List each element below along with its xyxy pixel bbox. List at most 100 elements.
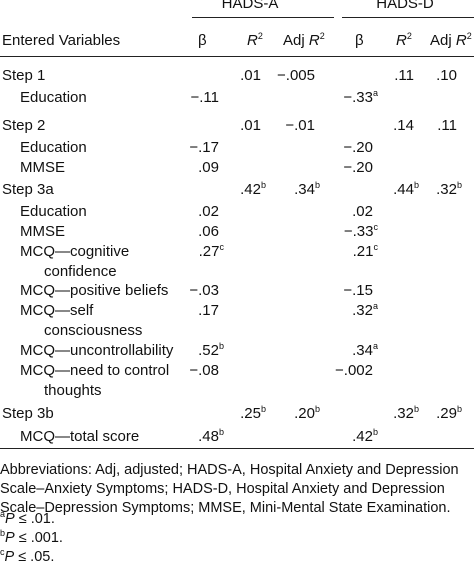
cell-betad: .32a: [308, 302, 378, 320]
group-header-hads-d: HADS-D: [376, 0, 434, 12]
column-header-r2-a: R2: [247, 31, 263, 50]
cell-value: .42: [240, 181, 261, 198]
cell-value: .09: [198, 159, 219, 176]
variable-label: MCQ—uncontrollability: [20, 342, 174, 359]
significance-note: bP ≤ .001.: [0, 528, 63, 547]
cell-betaa: .48b: [154, 428, 224, 446]
cell-value: .02: [352, 203, 373, 220]
significance-mark: b: [413, 180, 419, 190]
cell-value: .32: [352, 302, 373, 319]
significance-mark: b: [314, 180, 320, 190]
cell-r2d: .44b: [369, 181, 419, 199]
cell-adjd: .11b: [412, 117, 462, 135]
column-header-beta-a: β: [198, 32, 207, 49]
variable-label-continuation: confidence: [44, 263, 117, 280]
significance-mark: b: [260, 180, 266, 190]
cell-betaa: .27c: [154, 243, 224, 261]
cell-value: −.33: [343, 89, 373, 106]
significance-mark: c: [219, 242, 225, 252]
variable-label: MCQ—total score: [20, 428, 140, 445]
column-header-adj-r2-a: Adj R2: [283, 31, 325, 50]
cell-value: .02: [198, 203, 219, 220]
cell-value: −.15: [343, 282, 373, 299]
cell-betad: .42b: [308, 428, 378, 446]
column-header-variables: Entered Variables: [2, 32, 121, 49]
variable-label: Education: [20, 203, 87, 220]
cell-r2d: .11b: [369, 67, 419, 85]
cell-value: −.20: [343, 159, 373, 176]
cell-adja: −.01b: [260, 117, 320, 135]
cell-value: .42: [352, 428, 373, 445]
cell-value: −.002: [335, 362, 373, 379]
cell-value: .34: [352, 342, 373, 359]
significance-mark: c: [373, 242, 379, 252]
variable-label: MMSE: [20, 159, 65, 176]
variable-label: MCQ—cognitive: [20, 243, 130, 260]
cell-betaa: .09b: [154, 159, 224, 177]
significance-mark: b: [413, 404, 419, 414]
step-label: Step 3b: [2, 405, 54, 422]
cell-value: .32: [393, 405, 414, 422]
significance-note: aP ≤ .01.: [0, 509, 55, 528]
cell-value: .44: [393, 181, 414, 198]
cell-adjd: .32b: [412, 181, 462, 199]
cell-value: .32: [436, 181, 457, 198]
cell-betaa: −.11b: [154, 89, 224, 107]
cell-betaa: −.03b: [154, 282, 224, 300]
variable-label-continuation: consciousness: [44, 322, 143, 339]
cell-value: −.33: [343, 223, 374, 240]
cell-value: .01: [240, 117, 261, 134]
variable-label-continuation: thoughts: [44, 382, 102, 399]
significance-mark: b: [314, 404, 320, 414]
variable-label: MCQ—positive beliefs: [20, 282, 169, 299]
cell-value: −.005: [277, 67, 315, 84]
cell-value: .48: [198, 428, 219, 445]
cell-r2a: .01b: [216, 117, 266, 135]
column-header-beta-d: β: [355, 32, 364, 49]
cell-betaa: −.08b: [154, 362, 224, 380]
cell-value: .06: [198, 223, 219, 240]
cell-betad: −.20b: [308, 139, 378, 157]
cell-adja: .20b: [260, 405, 320, 423]
significance-mark: b: [456, 404, 462, 414]
cell-value: −.01: [285, 117, 315, 134]
significance-mark: b: [456, 180, 462, 190]
cell-value: −.11: [190, 89, 219, 106]
cell-value: .21: [352, 243, 374, 260]
significance-mark: c: [373, 222, 379, 232]
cell-betad: .02b: [308, 203, 378, 221]
significance-mark: b: [372, 427, 378, 437]
group-rule-hads-d: [342, 17, 474, 18]
cell-betad: .21c: [308, 243, 378, 261]
variable-label: MMSE: [20, 223, 65, 240]
column-header-r2-d: R2: [396, 31, 412, 50]
cell-adja: −.005b: [260, 67, 320, 85]
cell-betad: −.15b: [308, 282, 378, 300]
cell-value: −.08: [189, 362, 219, 379]
cell-betaa: −.17b: [154, 139, 224, 157]
cell-adja: .34b: [260, 181, 320, 199]
group-header-hads-a: HADS-A: [221, 0, 279, 12]
cell-betad: .34a: [308, 342, 378, 360]
cell-adjd: .10b: [412, 67, 462, 85]
cell-r2a: .25b: [216, 405, 266, 423]
cell-r2d: .32b: [369, 405, 419, 423]
cell-value: .11: [394, 67, 414, 84]
cell-r2a: .01b: [216, 67, 266, 85]
step-label: Step 1: [2, 67, 46, 84]
significance-mark: a: [372, 88, 378, 98]
significance-mark: a: [372, 341, 378, 351]
cell-value: .01: [240, 67, 261, 84]
cell-value: .25: [240, 405, 261, 422]
header-rule: [0, 56, 474, 57]
cell-betad: −.33a: [308, 89, 378, 107]
variable-label: Education: [20, 89, 87, 106]
cell-value: −.20: [343, 139, 373, 156]
cell-betad: −.33c: [308, 223, 378, 241]
abbreviations-note: Abbreviations: Adj, adjusted; HADS-A, Ho…: [0, 462, 459, 516]
cell-value: .20: [294, 405, 315, 422]
cell-betaa: .06b: [154, 223, 224, 241]
cell-betaa: .52b: [154, 342, 224, 360]
cell-value: −.03: [189, 282, 219, 299]
cell-adjd: .29b: [412, 405, 462, 423]
